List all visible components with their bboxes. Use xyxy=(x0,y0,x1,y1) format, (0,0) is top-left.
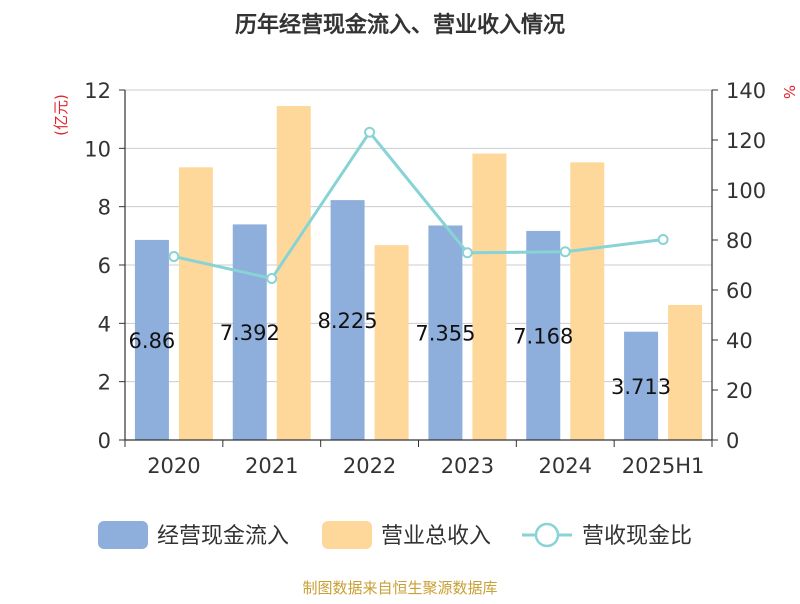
line-cash-revenue-ratio xyxy=(173,129,664,281)
bar-2020-revenue xyxy=(178,167,213,440)
bar-2020-cash-inflow xyxy=(134,239,169,440)
y-left-tick-label: 6 xyxy=(98,254,111,278)
legend-swatch-marker xyxy=(534,522,560,548)
data-label-2025H1: 3.713 xyxy=(611,375,671,399)
y-left-tick-label: 12 xyxy=(84,79,111,103)
x-tick-label: 2023 xyxy=(441,454,494,478)
y-right-tick-label: 140 xyxy=(726,79,766,103)
bar-2024-revenue xyxy=(570,162,605,441)
bar-series-group xyxy=(134,106,703,441)
legend-label-revenue: 营业总收入 xyxy=(381,524,491,549)
point-2022 xyxy=(364,126,376,138)
bar-2025H1-revenue xyxy=(668,304,703,440)
point-2020 xyxy=(168,251,180,262)
y-right-tick-label: 60 xyxy=(726,279,753,303)
data-label-2023: 7.355 xyxy=(415,322,475,346)
point-2023 xyxy=(461,247,473,259)
gridlines xyxy=(125,89,712,383)
bar-2021-cash-inflow xyxy=(232,224,267,440)
legend: 经营现金流入 营业总收入 营收现金比 xyxy=(98,521,692,549)
y-left-tick-label: 10 xyxy=(84,137,111,161)
x-tick-label: 2024 xyxy=(539,454,592,478)
data-label-2024: 7.168 xyxy=(513,324,573,348)
y-left-tick-label: 2 xyxy=(98,371,111,395)
y-right-tick-label: 100 xyxy=(726,179,766,203)
line-series-group xyxy=(168,126,669,284)
chart-title: 历年经营现金流入、营业收入情况 xyxy=(235,12,565,38)
data-label-2022: 8.225 xyxy=(318,309,378,333)
legend-swatch-cash-inflow xyxy=(98,521,148,549)
bar-2023-cash-inflow xyxy=(428,225,463,440)
x-tick-label: 2022 xyxy=(343,454,396,478)
y-axis-left-label: (亿元) xyxy=(52,94,70,136)
y-right-tick-label: 20 xyxy=(726,379,753,403)
bar-2022-revenue xyxy=(374,245,409,440)
x-tick-label: 2020 xyxy=(147,454,200,478)
y-right-tick-label: 120 xyxy=(726,129,766,153)
y-left-tick-label: 0 xyxy=(98,429,111,453)
bar-2022-cash-inflow xyxy=(330,200,365,440)
legend-label-ratio: 营收现金比 xyxy=(582,524,692,549)
bar-2021-revenue xyxy=(276,106,311,441)
data-labels: 6.86 7.392 8.225 7.355 7.168 3.713 xyxy=(129,309,672,399)
data-source-note: 制图数据来自恒生聚源数据库 xyxy=(302,579,497,597)
point-2025H1 xyxy=(657,234,669,245)
data-label-2021: 7.392 xyxy=(220,321,280,345)
bar-2023-revenue xyxy=(472,153,507,441)
y-left-tick-label: 4 xyxy=(98,312,111,336)
data-label-2020: 6.86 xyxy=(129,329,176,353)
y-right-tick-label: 0 xyxy=(726,429,739,453)
bar-2024-cash-inflow xyxy=(526,230,561,440)
x-tick-label: 2021 xyxy=(245,454,298,478)
y-right-tick-label: 80 xyxy=(726,229,753,253)
y-axis-right-label: % xyxy=(780,85,798,99)
y-left-tick-label: 8 xyxy=(98,196,111,220)
legend-label-cash-inflow: 经营现金流入 xyxy=(157,524,289,549)
x-tick-label: 2025H1 xyxy=(622,454,705,478)
legend-swatch-revenue xyxy=(322,521,372,549)
point-2024 xyxy=(559,246,571,258)
point-2021 xyxy=(266,273,278,284)
y-right-tick-label: 40 xyxy=(726,329,753,353)
bar-2025H1-cash-inflow xyxy=(624,331,659,440)
